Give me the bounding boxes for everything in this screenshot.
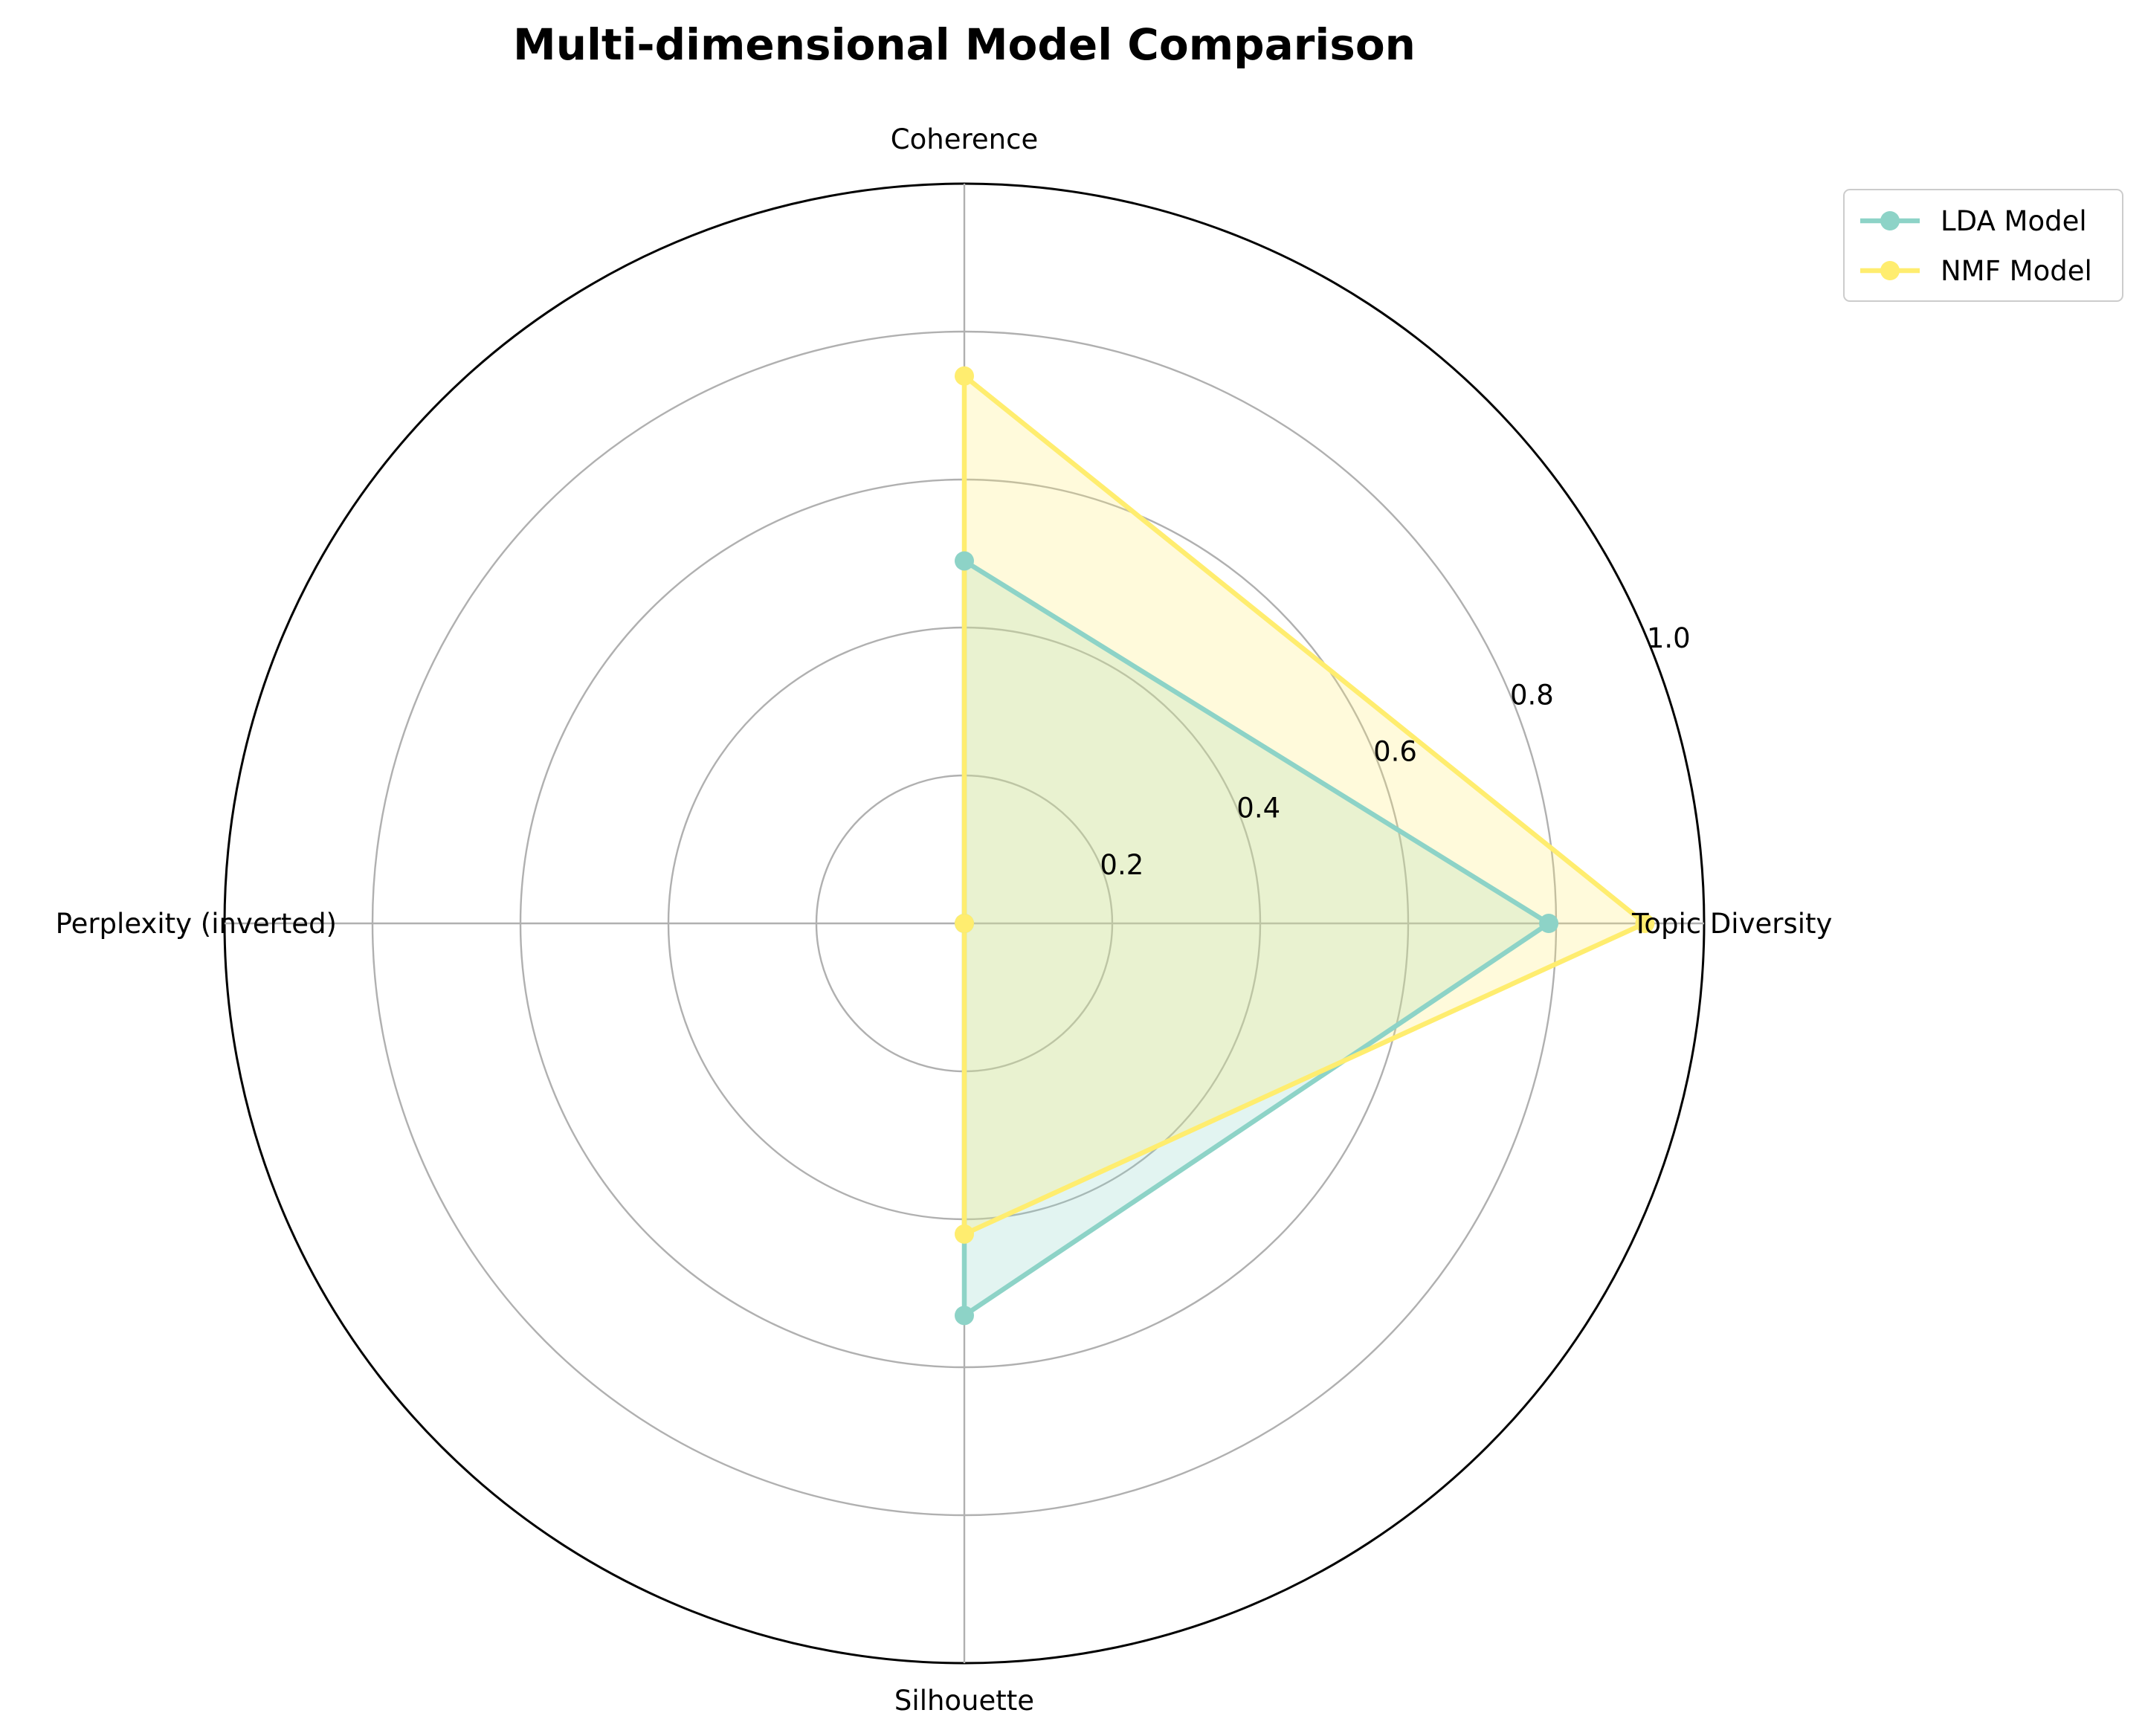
chart-title: Multi-dimensional Model Comparison	[513, 19, 1416, 70]
series-fill-0	[964, 561, 1549, 1316]
series-point-0-0	[1539, 914, 1559, 933]
series-point-1-0	[1635, 914, 1655, 933]
legend-marker-1	[1880, 261, 1900, 280]
axis-label-1: Coherence	[891, 123, 1038, 155]
axis-label-0: Topic Diversity	[1631, 908, 1832, 940]
tick-label-3: 0.8	[1510, 679, 1554, 711]
tick-label-1: 0.4	[1236, 793, 1280, 825]
legend-label-0: LDA Model	[1941, 205, 2087, 237]
series-point-1-2	[955, 914, 974, 933]
legend: LDA Model NMF Model	[1843, 189, 2123, 302]
series-fill-1	[964, 375, 1645, 1234]
legend-box	[1843, 189, 2123, 302]
tick-label-4: 1.0	[1647, 622, 1691, 654]
legend-label-1: NMF Model	[1941, 255, 2092, 287]
series-point-1-1	[955, 366, 974, 386]
radial-tick-labels: 0.2 0.4 0.6 0.8 1.0	[1100, 622, 1690, 881]
tick-label-2: 0.6	[1373, 736, 1417, 768]
series-point-1-3	[955, 1224, 974, 1244]
axis-label-3: Silhouette	[894, 1685, 1034, 1717]
axis-labels: Topic Diversity Coherence Perplexity (inve…	[56, 123, 1833, 1717]
series-point-0-1	[955, 551, 974, 571]
tick-label-0: 0.2	[1100, 849, 1144, 881]
legend-marker-0	[1880, 211, 1900, 230]
series-point-0-3	[955, 1306, 974, 1326]
series-markers	[955, 366, 1655, 1326]
axis-label-2: Perplexity (inverted)	[56, 908, 337, 940]
series-fills	[964, 375, 1645, 1316]
